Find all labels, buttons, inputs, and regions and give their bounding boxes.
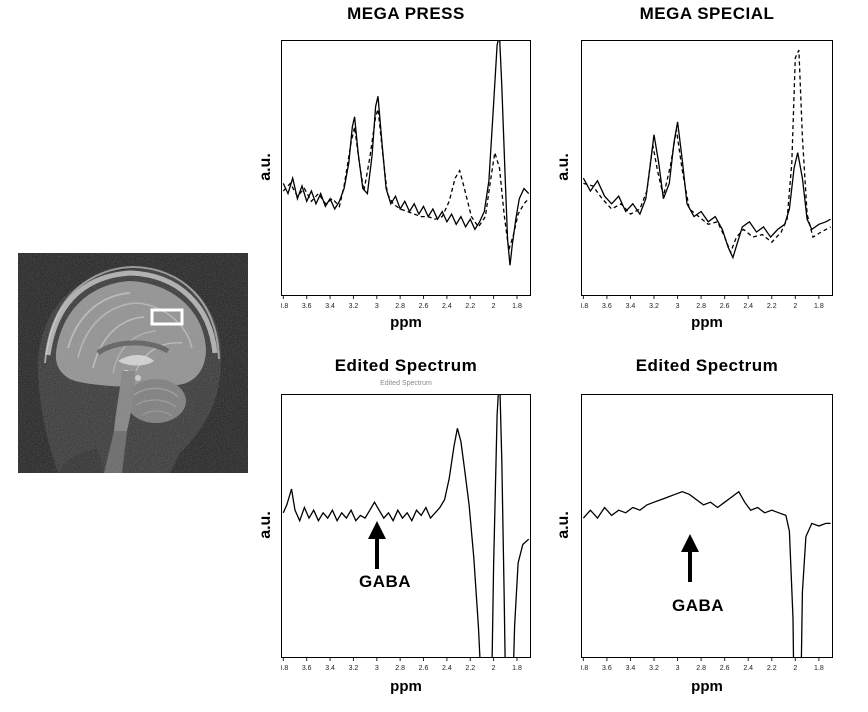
spectrum-plot-mega-press: 3.8 3.6 3.4 3.2 3 2.8 2.6 2.4 2.2 2 1.8 [281, 40, 531, 312]
gaba-annotation-label: GABA [358, 572, 412, 591]
x-tick-label: 3.8 [581, 665, 588, 672]
x-tick-label: 2.6 [720, 665, 730, 672]
x-tick-label: 3 [375, 303, 379, 310]
spectrum-trace-edit-on [583, 49, 831, 255]
x-tick-label: 2.2 [465, 665, 475, 672]
x-tick-label: 2.4 [743, 303, 753, 310]
spectrum-trace-edit-off [282, 40, 530, 266]
x-tick-label: 3.6 [302, 665, 312, 672]
x-tick-label: 1.8 [512, 303, 522, 310]
y-axis-label: a.u. [555, 153, 572, 181]
x-tick-label: 2.2 [465, 303, 475, 310]
x-tick-label: 2.6 [720, 303, 730, 310]
gaba-annotation-label: GABA [671, 596, 725, 615]
plot-frame [281, 394, 531, 658]
x-tick-label: 3.4 [626, 665, 636, 672]
x-tick-label: 3.2 [649, 303, 659, 310]
panel-title-mega-special: MEGA SPECIAL [639, 4, 775, 23]
x-tick-label: 2.6 [419, 303, 429, 310]
panel-title-edited-spectrum-right: Edited Spectrum [635, 356, 779, 375]
faint-subtitle: Edited Spectrum [380, 380, 432, 387]
voxel-roi-box [150, 308, 184, 326]
x-axis-label: ppm [691, 314, 723, 331]
x-tick-label: 3.6 [602, 665, 612, 672]
x-tick-label: 2.8 [696, 303, 706, 310]
x-tick-label: 2 [492, 303, 496, 310]
x-tick-label: 3.8 [281, 665, 288, 672]
plot-frame [581, 40, 833, 296]
y-axis-label: a.u. [257, 511, 274, 539]
x-tick-label: 3.6 [602, 303, 612, 310]
x-tick-label: 3 [375, 665, 379, 672]
mri-noise-overlay [18, 253, 248, 473]
plot-frame [581, 394, 833, 658]
spectrum-plot-edited-left: 3.8 3.6 3.4 3.2 3 2.8 2.6 2.4 2.2 2 1.8 [281, 394, 531, 674]
x-tick-label: 3.4 [325, 665, 335, 672]
x-tick-label: 3.8 [581, 303, 588, 310]
spectrum-trace-difference [582, 490, 831, 658]
x-tick-label: 2.4 [442, 303, 452, 310]
x-tick-label: 1.8 [814, 665, 824, 672]
x-tick-label: 3.2 [349, 303, 359, 310]
x-axis-label: ppm [390, 678, 422, 695]
x-tick-label: 3.4 [626, 303, 636, 310]
x-tick-label: 1.8 [512, 665, 522, 672]
x-tick-label: 2.2 [767, 303, 777, 310]
y-axis-label: a.u. [555, 511, 572, 539]
x-tick-label: 3.2 [649, 665, 659, 672]
panel-title-edited-spectrum-left: Edited Spectrum [334, 356, 478, 375]
x-tick-label: 2.4 [442, 665, 452, 672]
x-tick-label: 3 [676, 303, 680, 310]
spectrum-plot-edited-right: 3.8 3.6 3.4 3.2 3 2.8 2.6 2.4 2.2 2 1.8 [581, 394, 833, 674]
gaba-arrow [368, 521, 386, 569]
x-axis-label: ppm [390, 314, 422, 331]
x-tick-label: 2.4 [743, 665, 753, 672]
x-tick-label: 2.8 [696, 665, 706, 672]
spectrum-trace-edit-off [582, 121, 831, 260]
x-tick-label: 2.8 [395, 665, 405, 672]
x-axis-label: ppm [691, 678, 723, 695]
sagittal-brain-mri-image [18, 253, 248, 473]
x-tick-label: 2 [793, 303, 797, 310]
x-tick-label: 2.8 [395, 303, 405, 310]
x-tick-label: 2.6 [419, 665, 429, 672]
x-tick-label: 2 [492, 665, 496, 672]
x-tick-label: 2 [793, 665, 797, 672]
gaba-arrow [681, 534, 699, 582]
x-tick-label: 3.6 [302, 303, 312, 310]
plot-frame [281, 40, 531, 296]
x-tick-label: 3.4 [325, 303, 335, 310]
spectrum-trace-difference [282, 394, 530, 658]
spectrum-plot-mega-special: 3.8 3.6 3.4 3.2 3 2.8 2.6 2.4 2.2 2 1.8 [581, 40, 833, 312]
x-tick-label: 3.8 [281, 303, 288, 310]
x-tick-label: 3 [676, 665, 680, 672]
mri-panel [18, 253, 248, 473]
panel-title-mega-press: MEGA PRESS [347, 4, 465, 23]
x-tick-label: 2.2 [767, 665, 777, 672]
x-tick-label: 1.8 [814, 303, 824, 310]
y-axis-label: a.u. [257, 153, 274, 181]
x-tick-label: 3.2 [349, 665, 359, 672]
